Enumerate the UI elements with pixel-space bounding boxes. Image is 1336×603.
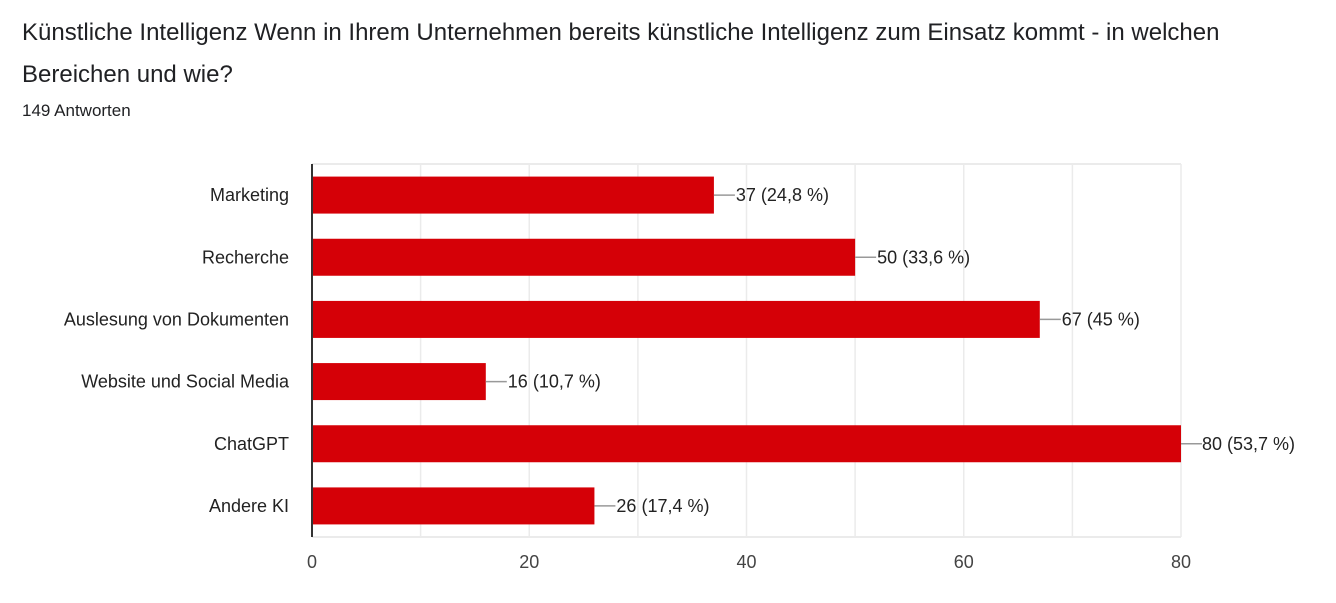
bar (312, 300, 1040, 338)
value-label: 67 (45 %) (1062, 309, 1140, 329)
category-label: Auslesung von Dokumenten (64, 309, 289, 329)
bar (312, 363, 486, 401)
x-tick-label: 60 (954, 552, 974, 572)
category-label: Andere KI (209, 496, 289, 516)
category-label: ChatGPT (214, 434, 289, 454)
value-label: 50 (33,6 %) (877, 247, 970, 267)
x-tick-label: 40 (736, 552, 756, 572)
x-tick-label: 20 (519, 552, 539, 572)
bar (312, 425, 1181, 463)
x-tick-label: 0 (307, 552, 317, 572)
category-label: Website und Social Media (81, 372, 290, 392)
category-label: Recherche (202, 247, 289, 267)
value-label: 37 (24,8 %) (736, 185, 829, 205)
bar (312, 238, 856, 276)
x-tick-label: 80 (1171, 552, 1191, 572)
bar (312, 176, 714, 214)
value-label: 80 (53,7 %) (1202, 434, 1295, 454)
response-count: 149 Antworten (22, 101, 131, 120)
value-label: 16 (10,7 %) (508, 372, 601, 392)
chart-title: Künstliche Intelligenz Wenn in Ihrem Unt… (22, 19, 1220, 88)
category-label: Marketing (210, 185, 289, 205)
bar (312, 487, 595, 525)
value-label: 26 (17,4 %) (616, 496, 709, 516)
